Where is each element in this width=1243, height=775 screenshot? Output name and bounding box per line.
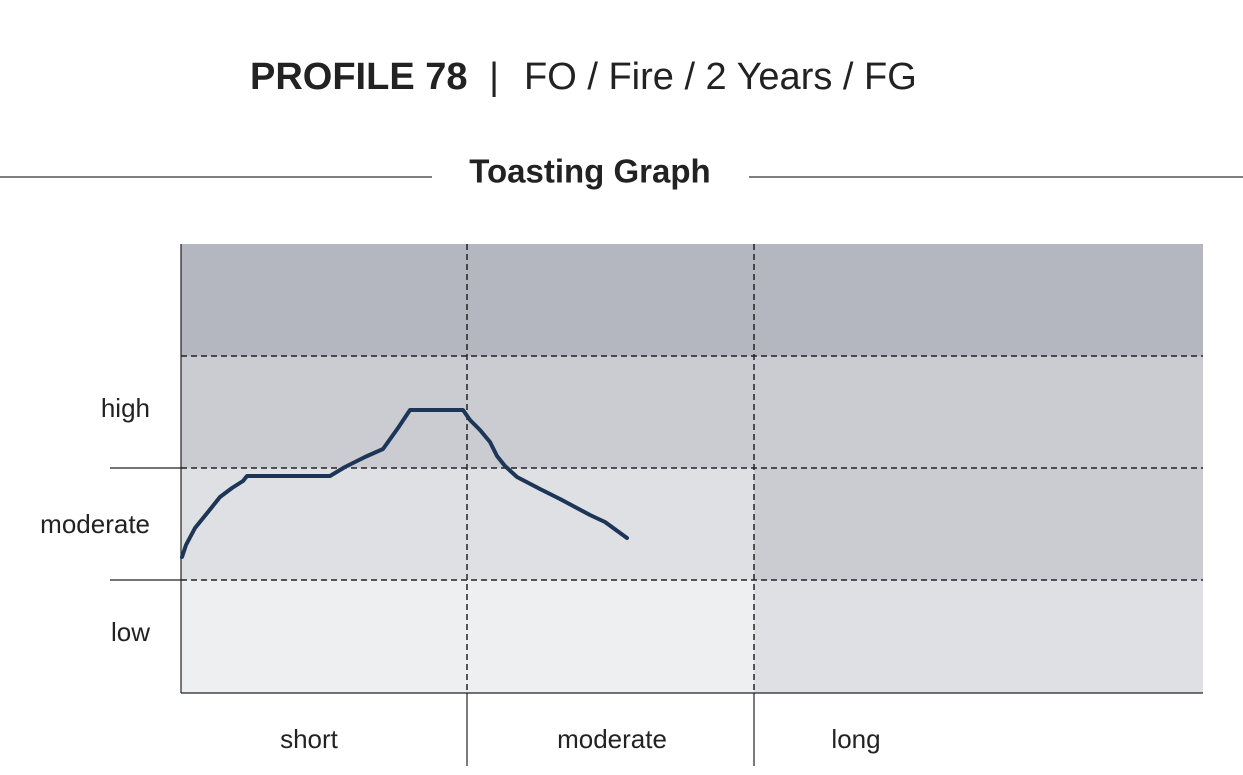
y-label: moderate	[40, 509, 150, 539]
cell	[754, 580, 1203, 693]
title-separator: |	[489, 56, 499, 98]
graph-title: Toasting Graph	[469, 153, 710, 190]
x-label: short	[280, 724, 339, 754]
profile-subtitle: FO / Fire / 2 Years / FG	[524, 56, 917, 98]
profile-title: PROFILE 78	[250, 56, 468, 98]
grid	[181, 244, 1203, 693]
cell	[754, 468, 1203, 580]
cell	[181, 356, 1203, 468]
y-label: high	[101, 393, 150, 423]
x-label: moderate	[557, 724, 667, 754]
y-label: low	[111, 617, 150, 647]
axes	[110, 244, 1203, 766]
cell	[181, 244, 1203, 356]
plot-background	[181, 244, 1203, 693]
x-label: long	[831, 724, 880, 754]
toasting-curve	[180, 408, 629, 559]
